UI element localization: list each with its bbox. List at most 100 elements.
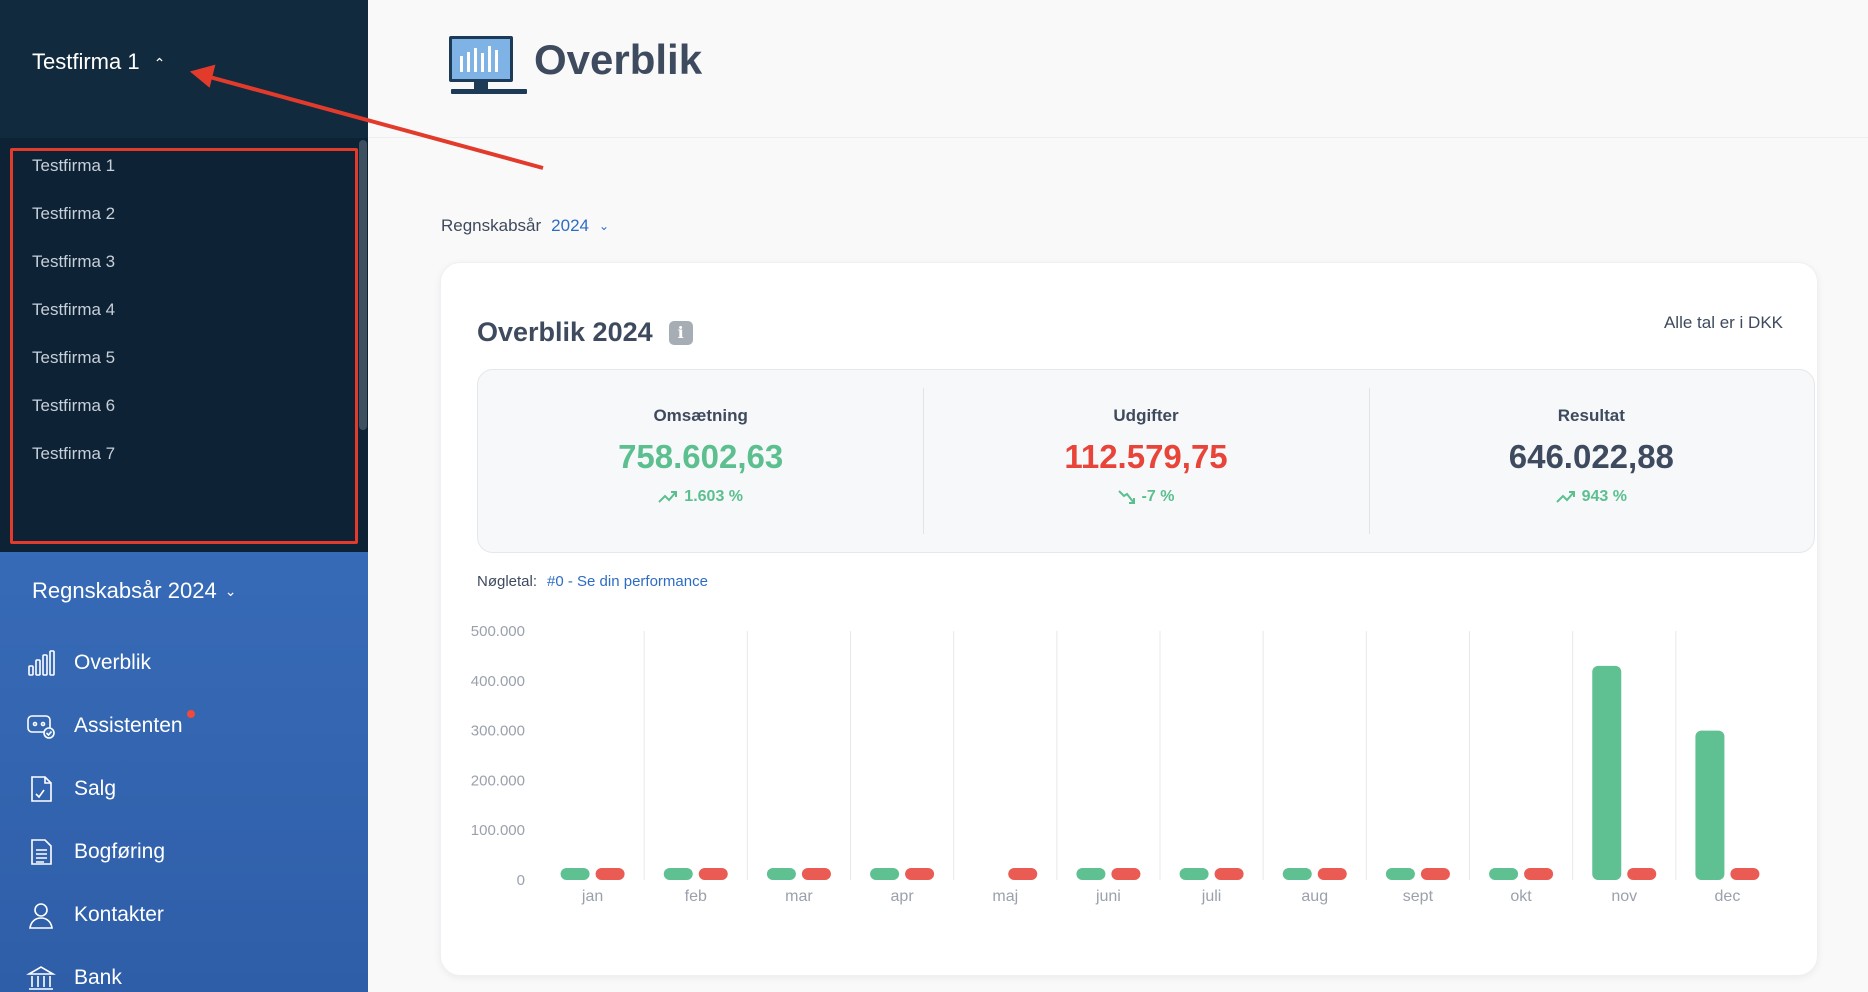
- nav-label: Salg: [74, 777, 117, 800]
- x-tick-label: nov: [1611, 888, 1637, 905]
- fiscal-year-label: Regnskabsår 2024: [32, 578, 217, 603]
- company-option[interactable]: Testfirma 2: [32, 204, 116, 223]
- nav-item-kontakter[interactable]: Kontakter: [26, 900, 164, 930]
- bar: [560, 868, 590, 880]
- bar: [1214, 868, 1244, 880]
- bar: [801, 868, 831, 880]
- nav-item-assistenten[interactable]: Assistenten: [26, 711, 183, 741]
- key-metrics-label: Nøgletal:: [477, 573, 538, 590]
- bar: [905, 868, 935, 880]
- contact-person-icon: [29, 903, 53, 929]
- bar: [698, 868, 728, 880]
- x-tick-label: juni: [1095, 888, 1121, 905]
- nav-label: Bogføring: [74, 840, 166, 863]
- kpi-value: 758.602,63: [618, 438, 784, 475]
- x-tick-label: maj: [992, 888, 1018, 905]
- bar: [1489, 868, 1519, 880]
- overview-card: Overblik 2024 i Alle tal er i DKK Omsætn…: [440, 262, 1818, 976]
- nav-item-salg[interactable]: Salg: [26, 774, 116, 804]
- x-tick-label: aug: [1301, 888, 1328, 905]
- company-switcher[interactable]: Testfirma 1 ⌃: [32, 49, 165, 75]
- company-option[interactable]: Testfirma 7: [32, 444, 116, 463]
- nav-item-overblik[interactable]: Overblik: [26, 648, 151, 678]
- bar: [870, 868, 900, 880]
- bar-chart-icon: [28, 650, 55, 676]
- bar: [1179, 868, 1209, 880]
- bar: [595, 868, 625, 880]
- bookkeeping-icon: [31, 839, 52, 865]
- trend-up-icon: [658, 491, 678, 503]
- x-tick-label: okt: [1510, 888, 1532, 905]
- company-option[interactable]: Testfirma 6: [32, 396, 116, 415]
- company-option[interactable]: Testfirma 4: [32, 300, 116, 319]
- performance-link[interactable]: #0 - Se din performance: [547, 573, 708, 590]
- bar: [1111, 868, 1141, 880]
- trend-up-icon: [1555, 491, 1575, 503]
- kpi-label: Omsætning: [653, 406, 748, 425]
- kpi-change-value: 1.603 %: [684, 488, 744, 505]
- bar: [766, 868, 796, 880]
- trend-down-icon: [1117, 490, 1135, 504]
- company-option[interactable]: Testfirma 3: [32, 252, 116, 271]
- page-title: Overblik: [534, 36, 703, 83]
- kpi-result: Resultat 646.022,88 943 %: [1368, 370, 1814, 552]
- kpi-change: 943 %: [1369, 488, 1814, 506]
- bar: [1385, 868, 1415, 880]
- kpi-value: 112.579,75: [1064, 438, 1228, 475]
- bar: [1730, 868, 1760, 880]
- fiscal-year-select-value[interactable]: 2024: [551, 216, 589, 235]
- main-content: Overblik Regnskabsår 2024 ⌄ Overblik 202…: [368, 0, 1868, 992]
- monthly-bar-chart: 500.000 400.000 300.000 200.000 100.000 0 jan f…: [471, 623, 1760, 905]
- currency-note: Alle tal er i DKK: [1663, 313, 1783, 332]
- chevron-down-icon: ⌄: [224, 582, 237, 599]
- info-icon[interactable]: i: [668, 320, 693, 345]
- kpi-change: -7 %: [923, 488, 1368, 506]
- kpi-value: 646.022,88: [1508, 438, 1674, 475]
- nav-label: Overblik: [74, 651, 152, 674]
- kpi-change-value: 943 %: [1581, 488, 1627, 505]
- scrollbar[interactable]: [359, 140, 367, 430]
- bar: [1076, 868, 1106, 880]
- kpi-panel: Omsætning 758.602,63 1.603 % Udgifter 11…: [477, 369, 1815, 553]
- key-metrics-row: Nøgletal: #0 - Se din performance: [477, 573, 708, 590]
- kpi-change-value: -7 %: [1141, 488, 1175, 505]
- bar: [1282, 868, 1312, 880]
- bank-icon: [26, 966, 56, 990]
- x-tick-label: dec: [1715, 888, 1741, 905]
- page-header: Overblik: [368, 0, 1868, 138]
- company-option[interactable]: Testfirma 5: [32, 348, 116, 367]
- fiscal-year-select-label: Regnskabsår: [441, 216, 542, 235]
- fiscal-year-toggle[interactable]: Regnskabsår 2024 ⌄: [32, 578, 236, 604]
- chevron-up-icon: ⌃: [153, 54, 166, 71]
- company-dropdown-list: Testfirma 1 Testfirma 2 Testfirma 3 Test…: [0, 138, 368, 552]
- nav-label: Assistenten: [74, 714, 183, 737]
- kpi-revenue: Omsætning 758.602,63 1.603 %: [478, 370, 923, 552]
- kpi-expenses: Udgifter 112.579,75 -7 %: [923, 370, 1368, 552]
- y-tick-label: 100.000: [471, 822, 525, 839]
- overview-title: Overblik 2024 i: [477, 317, 693, 348]
- nav-item-bank[interactable]: Bank: [26, 963, 122, 992]
- bar: [1695, 730, 1725, 880]
- nav-item-bogforing[interactable]: Bogføring: [26, 837, 165, 867]
- y-tick-label: 300.000: [471, 723, 525, 740]
- sidebar: Testfirma 1 ⌃ Testfirma 1 Testfirma 2 Te…: [0, 0, 368, 992]
- bar: [1420, 868, 1450, 880]
- y-tick-label: 500.000: [471, 623, 525, 640]
- bar: [1008, 868, 1038, 880]
- company-option[interactable]: Testfirma 1: [32, 156, 116, 175]
- x-tick-label: feb: [685, 888, 707, 905]
- kpi-label: Resultat: [1557, 406, 1625, 425]
- kpi-label: Udgifter: [1113, 406, 1179, 425]
- sales-document-icon: [31, 776, 52, 802]
- y-tick-label: 200.000: [471, 772, 525, 789]
- kpi-change: 1.603 %: [478, 488, 923, 506]
- fiscal-year-select[interactable]: Regnskabsår 2024 ⌄: [441, 216, 609, 236]
- x-tick-label: sept: [1403, 888, 1434, 905]
- assistant-icon: [27, 715, 55, 739]
- y-tick-label: 0: [517, 872, 525, 889]
- notification-dot: [187, 710, 195, 718]
- bar: [1627, 868, 1657, 880]
- sidebar-header: Testfirma 1 ⌃: [0, 0, 368, 138]
- chevron-down-icon[interactable]: ⌄: [599, 219, 610, 233]
- nav-label: Bank: [74, 966, 122, 989]
